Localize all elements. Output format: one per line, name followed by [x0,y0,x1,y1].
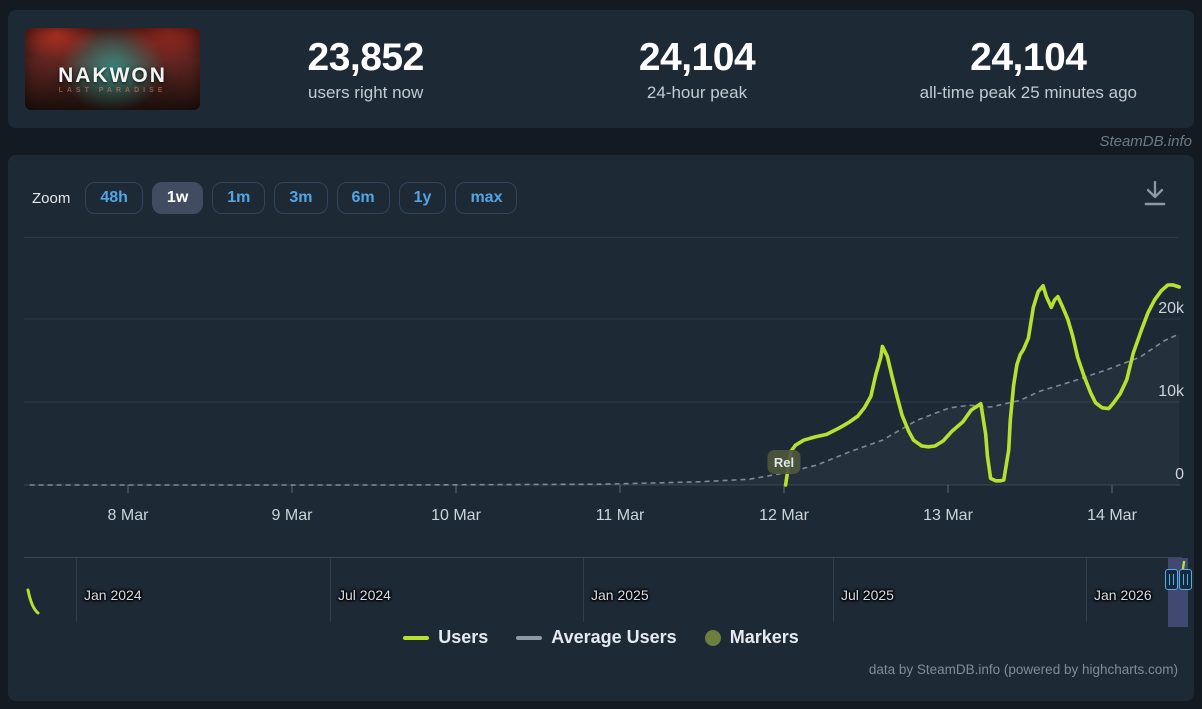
navigator-label: Jan 2025 [591,587,649,603]
markers-circle-swatch-icon [704,629,721,646]
x-axis-label: 9 Mar [272,507,314,524]
stat-24h-peak-label: 24-hour peak [646,82,748,102]
navigator-label: Jul 2025 [841,587,894,603]
x-axis-label: 12 Mar [759,507,809,524]
game-subtitle: LAST PARADISE [58,87,167,95]
x-axis-label: 10 Mar [431,507,481,524]
navigator-series-fragment [26,588,40,615]
legend-item-markers[interactable]: Markers [704,627,799,648]
app-header: NAKWON LAST PARADISE 23,852 users right … [8,10,1194,128]
legend-users-label: Users [438,627,489,647]
average-users-line-swatch-icon [516,635,543,640]
stat-alltime-peak-value: 24,104 [970,35,1087,79]
y-axis-label: 20k [1158,300,1185,317]
x-axis-label: 13 Mar [923,507,973,524]
legend-average-users-label: Average Users [551,627,677,647]
legend-markers-label: Markers [729,627,799,647]
stats-row: 23,852 users right now 24,104 24-hour pe… [200,36,1194,103]
users-line-swatch-icon [403,635,430,640]
main-chart[interactable]: 8 Mar 9 Mar 10 Mar 11 Mar 12 Mar 13 Mar 14 Mar… [8,240,1194,530]
chart-panel: Zoom 48h 1w 1m 3m 6m 1y max 8 Mar 9 Mar 10… [8,155,1194,701]
navigator-left-handle[interactable] [1165,569,1178,590]
navigator-tick [583,558,584,622]
y-axis-label: 10k [1158,383,1185,400]
y-axis-labels: 0 10k 20k [1158,300,1185,483]
navigator-tick [833,558,834,622]
stat-users-now-value: 23,852 [307,35,425,79]
legend-item-users[interactable]: Users [403,627,488,648]
x-axis-ticks [127,485,1113,493]
chart-legend: Users Average Users Markers [8,627,1194,648]
zoom-range-3m[interactable]: 3m [274,182,328,214]
navigator-right-handle[interactable] [1179,569,1192,590]
zoom-label: Zoom [32,189,71,207]
steamdb-watermark: SteamDB.info [1099,133,1192,150]
y-axis-label: 0 [1175,466,1184,483]
download-icon[interactable] [1142,179,1168,211]
legend-item-average-users[interactable]: Average Users [516,627,677,648]
x-axis-label: 8 Mar [108,507,150,524]
zoom-range-1w[interactable]: 1w [151,182,204,214]
x-axis-labels: 8 Mar 9 Mar 10 Mar 11 Mar 12 Mar 13 Mar 14 Mar [108,507,1138,524]
zoom-range-1y[interactable]: 1y [398,182,447,214]
game-capsule-image[interactable]: NAKWON LAST PARADISE [25,28,200,110]
chart-credits: data by SteamDB.info (powered by highcha… [868,662,1178,677]
zoom-range-48h[interactable]: 48h [85,182,143,214]
x-axis-label: 11 Mar [596,507,645,524]
navigator-tick [1086,558,1087,622]
gridlines [24,318,1180,486]
x-axis-label: 14 Mar [1087,507,1137,524]
game-title: NAKWON [58,64,167,88]
users-line [783,283,1181,487]
range-navigator[interactable]: Jan 2024 Jul 2024 Jan 2025 Jul 2025 Jan … [24,557,1192,627]
stat-alltime-peak: 24,104 all-time peak 25 minutes ago [863,36,1194,103]
navigator-label: Jan 2026 [1094,587,1152,603]
chart-toolbar: Zoom 48h 1w 1m 3m 6m 1y max [24,155,1178,238]
stat-24h-peak: 24,104 24-hour peak [531,36,862,103]
stat-alltime-peak-label: all-time peak 25 minutes ago [919,82,1137,102]
zoom-range-6m[interactable]: 6m [336,182,390,214]
navigator-tick [76,558,77,622]
navigator-tick [330,558,331,622]
zoom-range-max[interactable]: max [455,182,518,214]
stat-24h-peak-value: 24,104 [638,35,756,79]
zoom-range-1m[interactable]: 1m [212,182,266,214]
svg-text:Rel: Rel [774,455,794,470]
navigator-label: Jan 2024 [84,587,142,603]
release-marker[interactable]: Rel [767,450,801,474]
stat-users-now-label: users right now [308,82,424,102]
navigator-label: Jul 2024 [338,587,391,603]
stat-users-now: 23,852 users right now [200,36,531,103]
